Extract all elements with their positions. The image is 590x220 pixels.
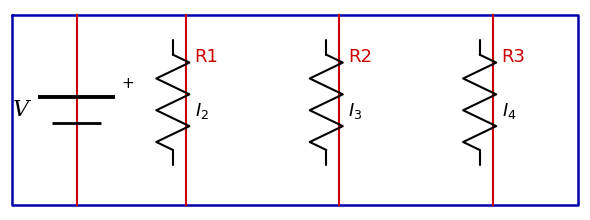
Text: $I_{2}$: $I_{2}$ [195, 101, 209, 121]
Text: R1: R1 [195, 48, 218, 66]
Text: R2: R2 [348, 48, 372, 66]
Text: $I_{3}$: $I_{3}$ [348, 101, 362, 121]
Text: +: + [121, 76, 134, 91]
Text: $I_{4}$: $I_{4}$ [502, 101, 516, 121]
Text: V: V [12, 99, 29, 121]
Text: R3: R3 [502, 48, 526, 66]
